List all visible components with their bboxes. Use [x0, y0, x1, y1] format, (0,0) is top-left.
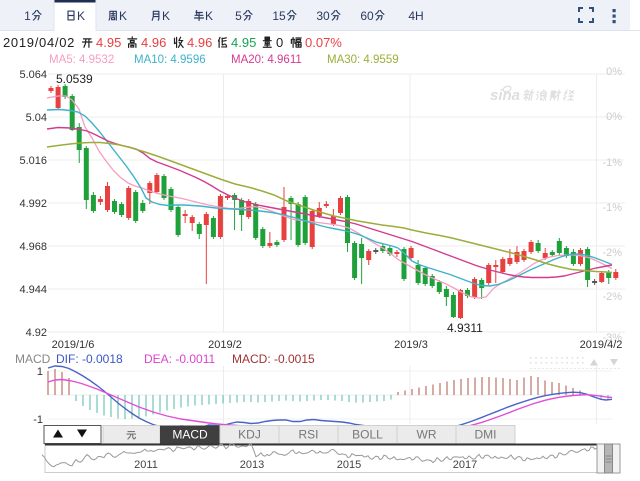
- svg-text:MACD: MACD: [172, 428, 208, 442]
- svg-text:0.07%: 0.07%: [305, 35, 342, 50]
- svg-text:2019/3: 2019/3: [394, 339, 428, 351]
- svg-text:K: K: [162, 9, 170, 23]
- svg-text:0: 0: [367, 9, 374, 23]
- svg-text:DIF: -0.0018: DIF: -0.0018: [56, 352, 123, 366]
- svg-text:4.95: 4.95: [231, 35, 256, 50]
- svg-text:KDJ: KDJ: [238, 428, 261, 442]
- svg-text:4.92: 4.92: [26, 327, 47, 339]
- svg-text:4.968: 4.968: [19, 241, 47, 253]
- svg-text:4.9311: 4.9311: [447, 321, 483, 335]
- svg-text:-1%: -1%: [602, 157, 622, 169]
- svg-text:2019/2: 2019/2: [208, 339, 242, 351]
- svg-text:3: 3: [316, 9, 323, 23]
- svg-text:MA30: 4.9559: MA30: 4.9559: [327, 54, 399, 66]
- svg-text:5.0539: 5.0539: [56, 72, 93, 86]
- svg-text:MA5: 4.9532: MA5: 4.9532: [49, 54, 114, 66]
- svg-text:2017: 2017: [453, 459, 477, 471]
- svg-text:0%: 0%: [606, 66, 622, 78]
- svg-text:MA20: 4.9611: MA20: 4.9611: [231, 54, 302, 66]
- svg-text:5: 5: [279, 9, 286, 23]
- svg-text:WR: WR: [417, 428, 437, 442]
- svg-text:0: 0: [276, 35, 283, 50]
- svg-text:4.992: 4.992: [19, 198, 47, 210]
- svg-text:0: 0: [323, 9, 330, 23]
- svg-text:4.944: 4.944: [19, 284, 47, 296]
- svg-text:MACD: -0.0015: MACD: -0.0015: [232, 352, 315, 366]
- svg-text:RSI: RSI: [298, 428, 318, 442]
- svg-text:2015: 2015: [337, 459, 361, 471]
- svg-text:2013: 2013: [240, 459, 264, 471]
- svg-text:0%: 0%: [606, 111, 622, 123]
- svg-text:K: K: [77, 9, 85, 23]
- svg-text:-1: -1: [33, 414, 43, 426]
- svg-text:4.95: 4.95: [96, 35, 121, 50]
- svg-text:1: 1: [272, 9, 279, 23]
- svg-text:2019/04/02: 2019/04/02: [3, 35, 75, 50]
- svg-text:sina: sina: [490, 87, 520, 104]
- svg-text:DEA: -0.0011: DEA: -0.0011: [144, 352, 215, 366]
- svg-text:2019/1/6: 2019/1/6: [52, 339, 95, 351]
- svg-text:-2%: -2%: [602, 247, 622, 259]
- svg-text:1: 1: [24, 9, 31, 23]
- svg-text:K: K: [119, 9, 127, 23]
- svg-text:-2%: -2%: [602, 291, 622, 303]
- svg-text:DMI: DMI: [475, 428, 497, 442]
- svg-text:5.064: 5.064: [19, 69, 47, 81]
- svg-text:5.04: 5.04: [26, 112, 47, 124]
- svg-text:5.016: 5.016: [19, 155, 47, 167]
- svg-text:H: H: [415, 9, 424, 23]
- svg-text:MA10: 4.9596: MA10: 4.9596: [134, 54, 206, 66]
- svg-text:6: 6: [360, 9, 367, 23]
- svg-text:MACD: MACD: [15, 352, 51, 366]
- svg-text:4.96: 4.96: [187, 35, 212, 50]
- svg-text:2011: 2011: [134, 459, 158, 471]
- svg-text:5: 5: [235, 9, 242, 23]
- svg-text:1: 1: [37, 366, 43, 378]
- svg-text:4: 4: [408, 9, 415, 23]
- svg-text:K: K: [205, 9, 213, 23]
- svg-text:-3%: -3%: [602, 332, 622, 344]
- svg-text:BOLL: BOLL: [352, 428, 383, 442]
- svg-text:-1%: -1%: [602, 202, 622, 214]
- svg-text:4.96: 4.96: [141, 35, 166, 50]
- svg-text:2019/4/2: 2019/4/2: [580, 339, 623, 351]
